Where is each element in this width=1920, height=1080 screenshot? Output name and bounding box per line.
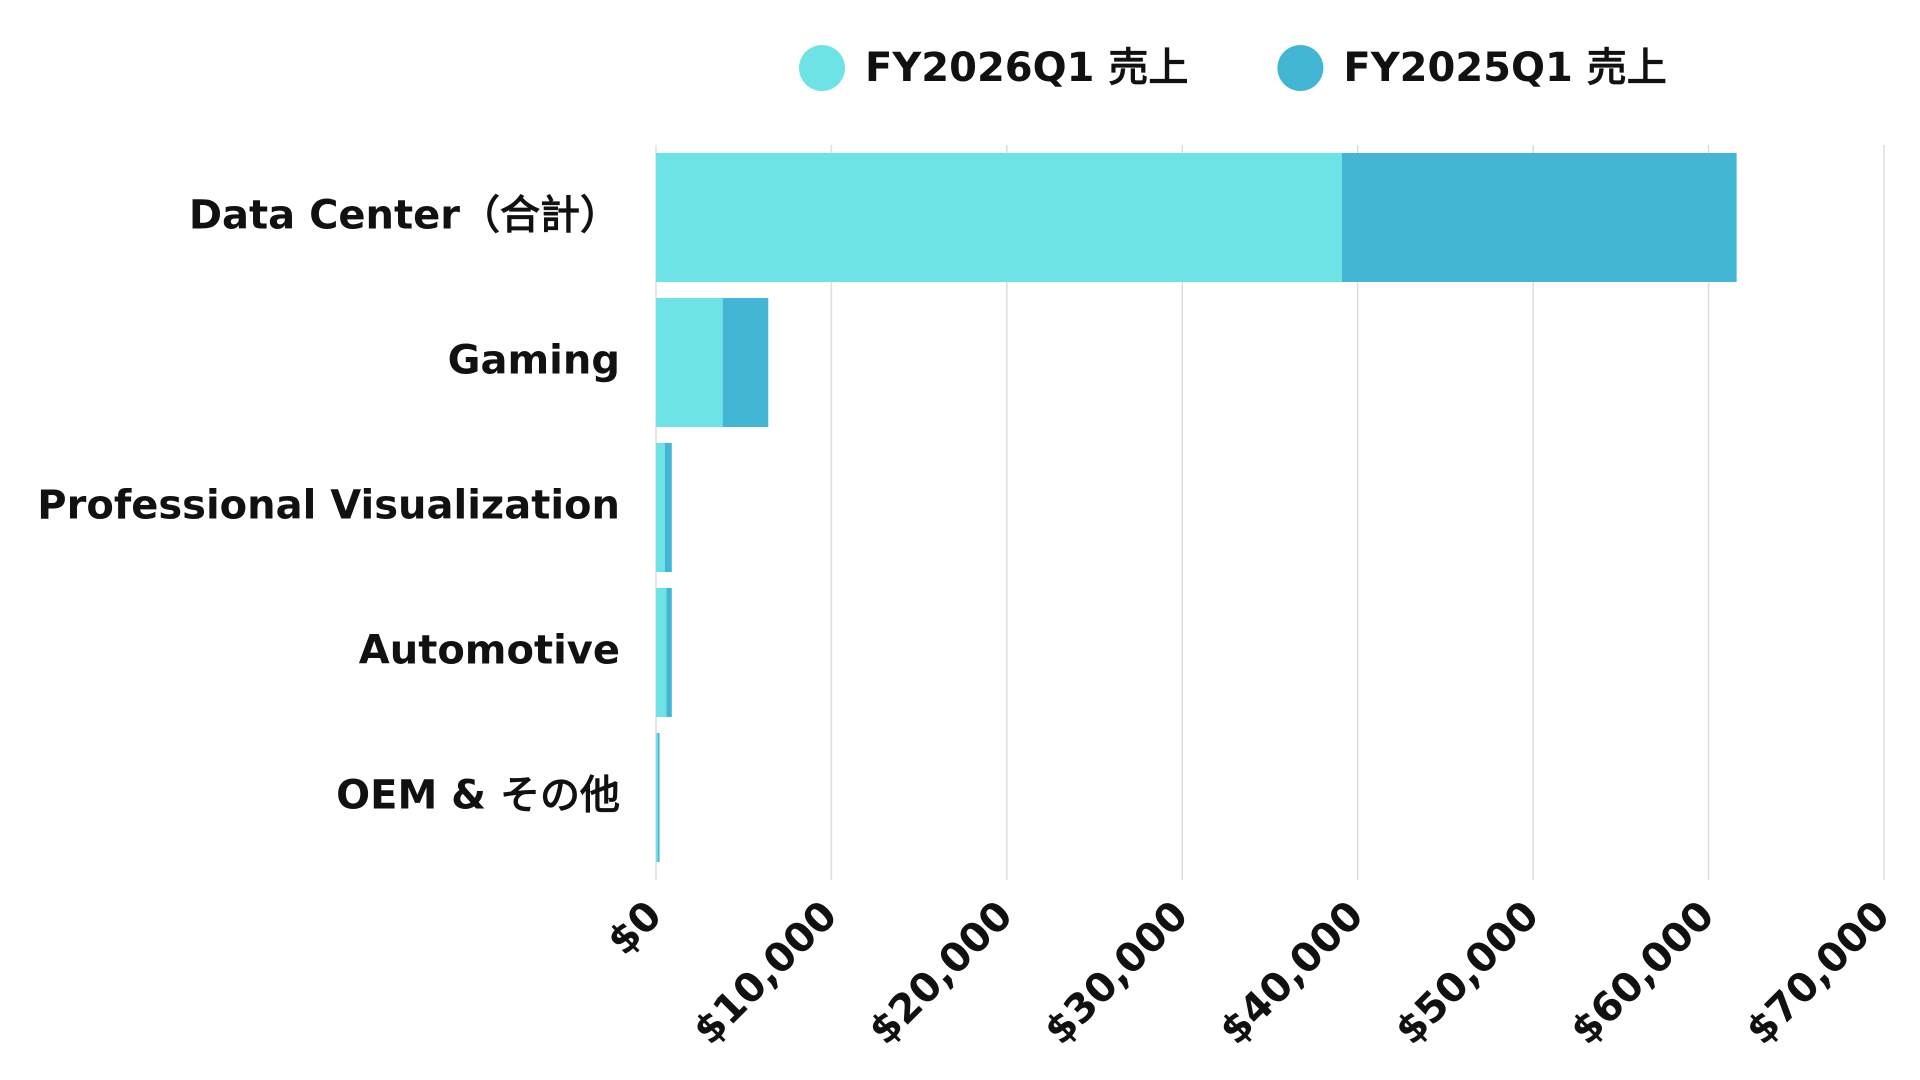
x-tick-label: $60,000: [1562, 892, 1723, 1053]
bar: [657, 733, 660, 862]
bar: [656, 298, 723, 427]
x-tick-label: $20,000: [860, 892, 1021, 1053]
x-tick-label: $40,000: [1211, 892, 1372, 1053]
x-tick-label: $70,000: [1737, 892, 1898, 1053]
y-tick-label: Data Center（合計）: [189, 193, 620, 239]
legend-label: FY2026Q1 売上: [865, 45, 1188, 91]
y-tick-label: Automotive: [359, 628, 620, 674]
bar: [722, 298, 769, 427]
legend-label: FY2025Q1 売上: [1343, 45, 1666, 91]
legend-swatch: [799, 45, 845, 91]
bar: [656, 153, 1342, 282]
y-tick-label: OEM & その他: [336, 773, 620, 819]
x-tick-label: $30,000: [1036, 892, 1197, 1053]
bar: [666, 588, 672, 717]
x-tick-label: $0: [599, 892, 671, 964]
x-tick-label: $50,000: [1387, 892, 1548, 1053]
bar: [656, 588, 667, 717]
bar: [1341, 153, 1737, 282]
bar: [656, 443, 665, 572]
y-tick-label: Gaming: [448, 338, 620, 384]
y-tick-label: Professional Visualization: [37, 483, 620, 529]
legend-swatch: [1277, 45, 1324, 91]
x-tick-label: $10,000: [685, 892, 846, 1053]
bar: [656, 733, 658, 862]
bar: [664, 443, 672, 572]
